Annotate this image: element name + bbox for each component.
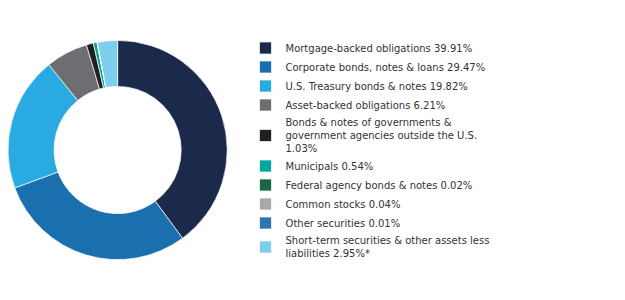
svg-text:Other securities 0.01%: Other securities 0.01% [286, 218, 401, 229]
svg-text:U.S. Treasury bonds & notes 19: U.S. Treasury bonds & notes 19.82% [286, 81, 468, 92]
svg-text:Bonds & notes of governments &: Bonds & notes of governments &government… [286, 117, 478, 154]
svg-text:Corporate bonds, notes & loans: Corporate bonds, notes & loans 29.47% [286, 62, 486, 73]
svg-text:Common stocks 0.04%: Common stocks 0.04% [286, 199, 401, 210]
svg-text:Asset-backed obligations 6.21%: Asset-backed obligations 6.21% [286, 100, 446, 111]
svg-text:Mortgage-backed obligations 39: Mortgage-backed obligations 39.91% [286, 43, 473, 54]
svg-text:Municipals 0.54%: Municipals 0.54% [286, 161, 374, 172]
svg-text:Short-term securities & other: Short-term securities & other assets les… [286, 235, 490, 259]
svg-text:Federal agency bonds & notes 0: Federal agency bonds & notes 0.02% [286, 180, 473, 191]
